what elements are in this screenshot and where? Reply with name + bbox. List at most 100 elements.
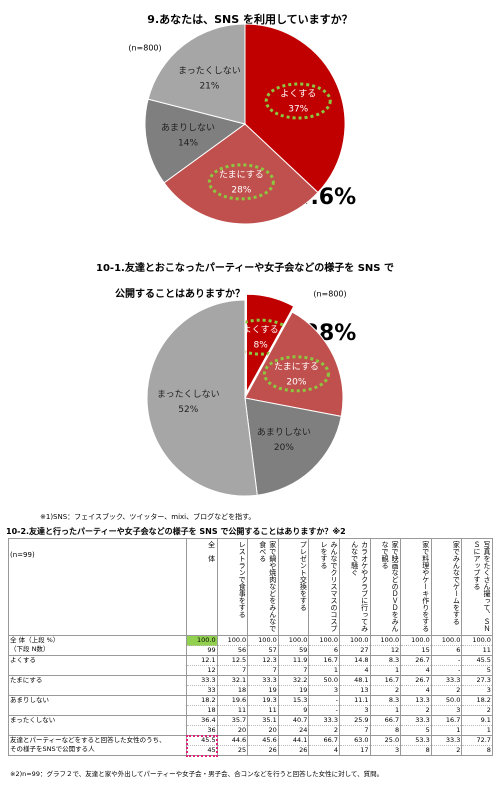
row-label-line: よくする bbox=[10, 656, 36, 664]
pie-slice bbox=[144, 98, 247, 184]
cell: 100.0 59 bbox=[277, 635, 310, 656]
cell-n: 59 bbox=[299, 646, 308, 654]
cell-pct: 32.1 bbox=[217, 676, 248, 686]
cell: 12.3 7 bbox=[247, 655, 279, 676]
cell: 26.7 4 bbox=[400, 655, 432, 676]
cell: 25.9 7 bbox=[338, 715, 371, 736]
cell-n: 7 bbox=[242, 666, 247, 674]
cell: 9.1 1 bbox=[461, 715, 493, 736]
value-label: 21% bbox=[199, 82, 219, 92]
cell-pct: 45.5 bbox=[462, 656, 492, 666]
cell-n: 3 bbox=[456, 706, 461, 714]
cell-n: 1 bbox=[456, 726, 461, 734]
cell-pct: 25.0 bbox=[370, 736, 401, 746]
cell-pct: 100.0 bbox=[431, 636, 462, 646]
cell-n: 2 bbox=[486, 706, 491, 714]
table-title: 10-2.友達と行ったパーティーや女子会などの様子を SNS で公開することはあ… bbox=[6, 527, 346, 536]
footnote: ※1)SNS：フェイスブック、ツイッター、mixi、ブログなどを指す。 bbox=[40, 512, 255, 521]
cell-pct: 44.6 bbox=[217, 736, 248, 746]
cell: 100.0 99 bbox=[186, 635, 218, 656]
cell: 26.7 4 bbox=[400, 675, 432, 696]
row-label-line: （下段 N数） bbox=[10, 645, 50, 653]
value-label: 37% bbox=[288, 104, 308, 114]
cell-n: 13 bbox=[360, 686, 369, 694]
cell-n: 20 bbox=[237, 726, 247, 734]
cell-n: 17 bbox=[360, 746, 369, 754]
cell: 32.2 19 bbox=[277, 675, 310, 696]
cell: 63.0 17 bbox=[338, 735, 371, 756]
cell-pct: 9.1 bbox=[462, 716, 492, 726]
cell-n: 2 bbox=[425, 706, 430, 714]
column-header: 家でみんなでゲームをする bbox=[430, 538, 463, 636]
value-label: 14% bbox=[178, 138, 198, 148]
cell-n: 24 bbox=[299, 726, 308, 734]
chart-note: (n=800) bbox=[313, 290, 346, 299]
cell-pct: 18.2 bbox=[187, 696, 217, 706]
row-label: たまにする bbox=[8, 675, 187, 696]
column-header: みんなでクリスマスのコスプレをする bbox=[308, 538, 340, 636]
cell: 40.7 24 bbox=[277, 715, 310, 736]
row-label-line: あまりしない bbox=[10, 696, 49, 704]
cell: 15.3 9 bbox=[277, 695, 310, 716]
cell: 44.6 25 bbox=[216, 735, 249, 756]
cell: 44.1 26 bbox=[277, 735, 310, 756]
cell-pct: 16.7 bbox=[370, 676, 401, 686]
cell-n: 19 bbox=[268, 686, 277, 694]
cell-pct: 18.2 bbox=[462, 696, 492, 706]
column-header: 写真をたくさん撮って、ＳＮＳにアップする bbox=[461, 538, 493, 636]
cell: 66.7 4 bbox=[308, 735, 340, 756]
cell-pct: 33.3 bbox=[431, 736, 462, 746]
cell-pct: 8.3 bbox=[370, 696, 401, 706]
cell-n: 3 bbox=[364, 706, 369, 714]
cell-n: 6 bbox=[456, 646, 461, 654]
cell: 33.3 5 bbox=[400, 715, 432, 736]
cell-pct: 35.7 bbox=[217, 716, 248, 726]
cell-pct: 14.8 bbox=[339, 656, 370, 666]
pie-slice bbox=[244, 23, 346, 194]
cell-n: 3 bbox=[486, 686, 491, 694]
cell-n: 36 bbox=[207, 726, 216, 734]
cell: 45.6 26 bbox=[247, 735, 279, 756]
cell-n: 7 bbox=[272, 666, 277, 674]
table-row: 友達とパーティーなどをすると回答した女性のうち、 その様子をSNSで公開する人 45… bbox=[8, 734, 493, 757]
cell-pct: 100.0 bbox=[339, 636, 370, 646]
chart-title: 9.あなたは、SNS を利用していますか？ bbox=[147, 12, 352, 26]
cell: 72.7 8 bbox=[461, 735, 493, 756]
cell-n: 26 bbox=[299, 746, 308, 754]
cell-pct: 100.0 bbox=[217, 636, 248, 646]
cell: 12.5 7 bbox=[216, 655, 249, 676]
cell-n: 12 bbox=[207, 666, 216, 674]
cell: 19.3 11 bbox=[247, 695, 279, 716]
cell-pct: 100.0 bbox=[278, 636, 309, 646]
cell-pct: 48.1 bbox=[339, 676, 370, 686]
cell-n: 12 bbox=[390, 646, 400, 654]
cell: 16.7 1 bbox=[308, 655, 340, 676]
cell-pct: 12.5 bbox=[217, 656, 248, 666]
cell-pct: 35.1 bbox=[248, 716, 278, 726]
cell-pct: 50.0 bbox=[431, 696, 462, 706]
cell: 27.3 3 bbox=[461, 675, 493, 696]
value-label: 20% bbox=[286, 377, 306, 387]
pie-slice bbox=[244, 397, 342, 496]
highlight bbox=[262, 355, 330, 393]
cell: 100.0 11 bbox=[461, 635, 493, 656]
cell-pct: 100.0 bbox=[248, 636, 278, 646]
cell-n: 3 bbox=[395, 746, 400, 754]
slice-label: たまにする bbox=[274, 361, 319, 372]
table-wrap: (n=99) 全 体レストランで食事をする 家で鍋や焼肉などをみんなで食べる プレゼン… bbox=[8, 538, 493, 757]
slice-label: よくする bbox=[243, 325, 279, 336]
cell-pct: 11.9 bbox=[278, 656, 309, 666]
cell-pct: 45.6 bbox=[248, 736, 278, 746]
cell-n: 27 bbox=[360, 646, 369, 654]
cell: 19.6 11 bbox=[216, 695, 249, 716]
cell: 100.0 6 bbox=[308, 635, 340, 656]
table-row: 全 体（上段 %） （下段 N数） 100.0 99 100.0 56 100.0 57 100… bbox=[8, 635, 493, 656]
cell: 33.3 19 bbox=[247, 675, 279, 696]
highlight bbox=[207, 163, 275, 201]
cell: 33.3 2 bbox=[430, 675, 463, 696]
cell-n: 6 bbox=[333, 646, 338, 654]
row-label: あまりしない bbox=[8, 695, 187, 716]
pie-slice bbox=[146, 299, 258, 497]
cell-n: 5 bbox=[425, 726, 430, 734]
